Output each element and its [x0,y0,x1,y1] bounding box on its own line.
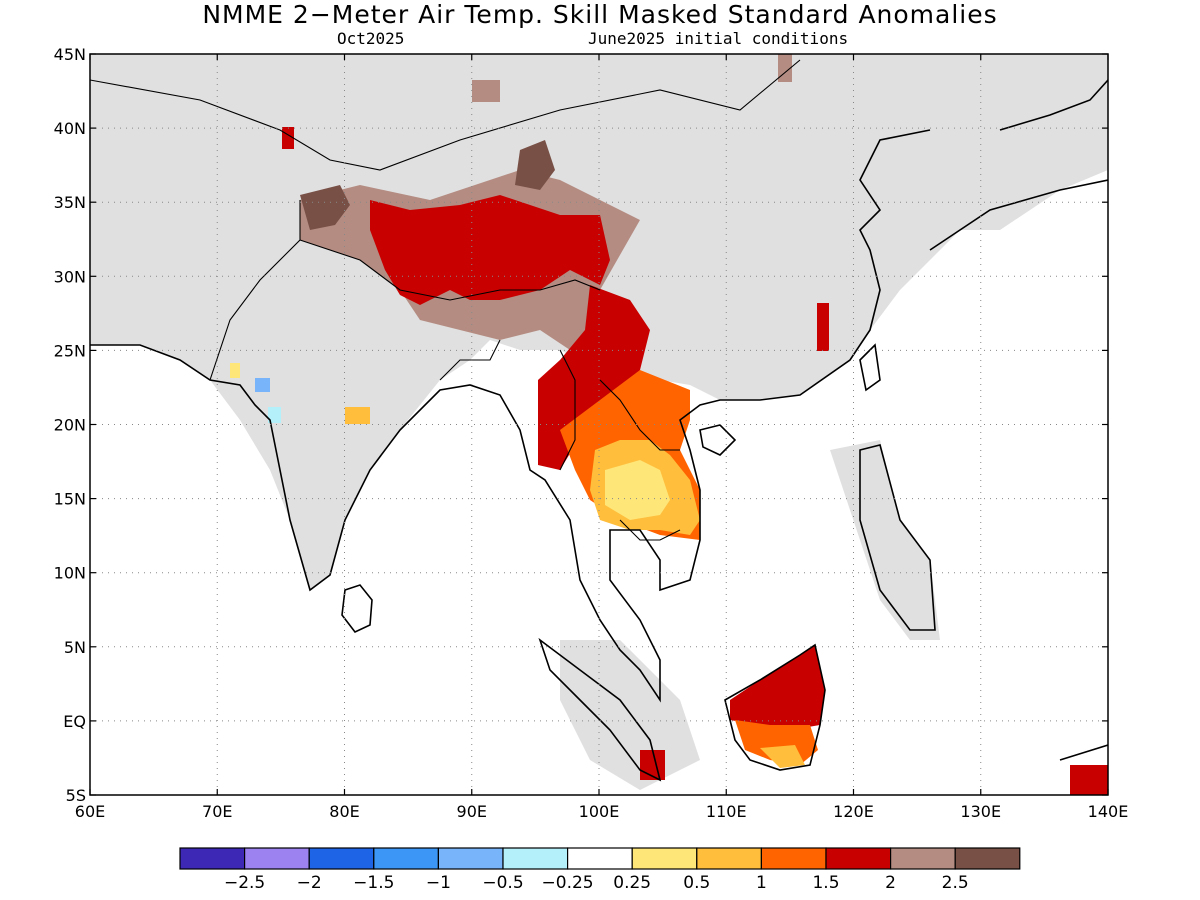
lon-tick-label: 100E [579,802,620,821]
colorbar-label: 2 [885,873,896,893]
colorbar-label: −1 [426,873,451,893]
lon-tick-label: 140E [1088,802,1129,821]
colorbar-swatch [696,847,762,870]
colorbar-swatch [825,847,892,870]
anomaly-patch-pamir-red [282,127,294,149]
lat-tick-label: 15N [54,490,86,509]
anomaly-patch-myanmar-red [538,285,650,470]
lat-tick-label: 35N [54,193,86,212]
lon-tick-label: 70E [202,802,232,821]
lat-tick-label: 30N [54,267,86,286]
anomaly-patch-manchuria-brown [778,54,792,82]
coastlines [90,79,1108,782]
anomaly-patch-mongolia-brown [472,80,500,102]
colorbar-swatch [502,847,569,870]
colorbar: −2.5 −2 −1.5 −1 −0.5 −0.25 0.25 0.5 1 1.5 2 2.5 [179,847,1021,893]
colorbar-label: 0.25 [613,873,651,893]
colorbar-label: −1.5 [353,873,394,893]
colorbar-label: 0.5 [683,873,710,893]
colorbar-swatch [179,847,246,870]
anomaly-patch-fujian-red [817,303,829,351]
colorbar-swatch [308,847,375,870]
colorbar-swatch [954,847,1021,870]
lon-tick-label: 80E [329,802,359,821]
lat-tick-label: 5S [66,786,86,805]
map-fields [90,54,1108,795]
anomaly-patch-borneo-red [730,645,825,730]
colorbar-label: −0.5 [482,873,523,893]
colorbar-label: 1.5 [812,873,839,893]
colorbar-label: 1 [756,873,767,893]
lat-tick-label: 10N [54,564,86,583]
colorbar-swatch [566,847,633,870]
valid-month: Oct2025 [337,29,405,48]
lat-tick-label: 45N [54,45,86,64]
colorbar-swatch [631,847,698,870]
colorbar-label: −2.5 [224,873,265,893]
anomaly-patch-png-red [1070,765,1108,795]
lon-tick-label: 130E [960,802,1001,821]
anomaly-patch-borneo-amber [760,745,805,768]
lat-tick-label: 25N [54,341,86,360]
lon-tick-label: 90E [457,802,487,821]
anomaly-patch-gujarat-cyan [268,407,281,423]
initial-conditions: June2025 initial conditions [588,29,849,48]
anomaly-patch-gujarat-yellow [230,363,240,378]
country-borders [90,59,801,541]
colorbar-swatch [760,847,827,870]
lat-tick-label: 5N [64,638,86,657]
lat-tick-label: 40N [54,119,86,138]
colorbar-swatch [889,847,956,870]
lon-tick-label: 60E [75,802,105,821]
colorbar-label: −0.25 [542,873,594,893]
anomaly-patch-india-amber [345,407,370,424]
anomaly-patch-sumatra-red [640,750,665,780]
lon-tick-label: 120E [833,802,874,821]
colorbar-swatch [373,847,439,870]
lat-tick-label: EQ [63,712,86,731]
lat-tick-label: 20N [54,416,86,435]
anomaly-patch-kunlun-darkbrown [300,185,350,230]
colorbar-label: −2 [297,873,322,893]
lon-tick-label: 110E [706,802,747,821]
colorbar-label: 2.5 [942,873,969,893]
map-title: NMME 2−Meter Air Temp. Skill Masked Stan… [202,0,998,29]
anomaly-patch-qinghai-darkbrown [515,140,555,190]
anomaly-patches [230,54,1108,795]
colorbar-swatch [437,847,504,870]
colorbar-swatch [244,847,310,870]
anomaly-patch-thailand-yellow [605,460,670,520]
anomaly-patch-gujarat-blue [255,378,270,392]
anomaly-patch-tibet-red [370,195,610,305]
